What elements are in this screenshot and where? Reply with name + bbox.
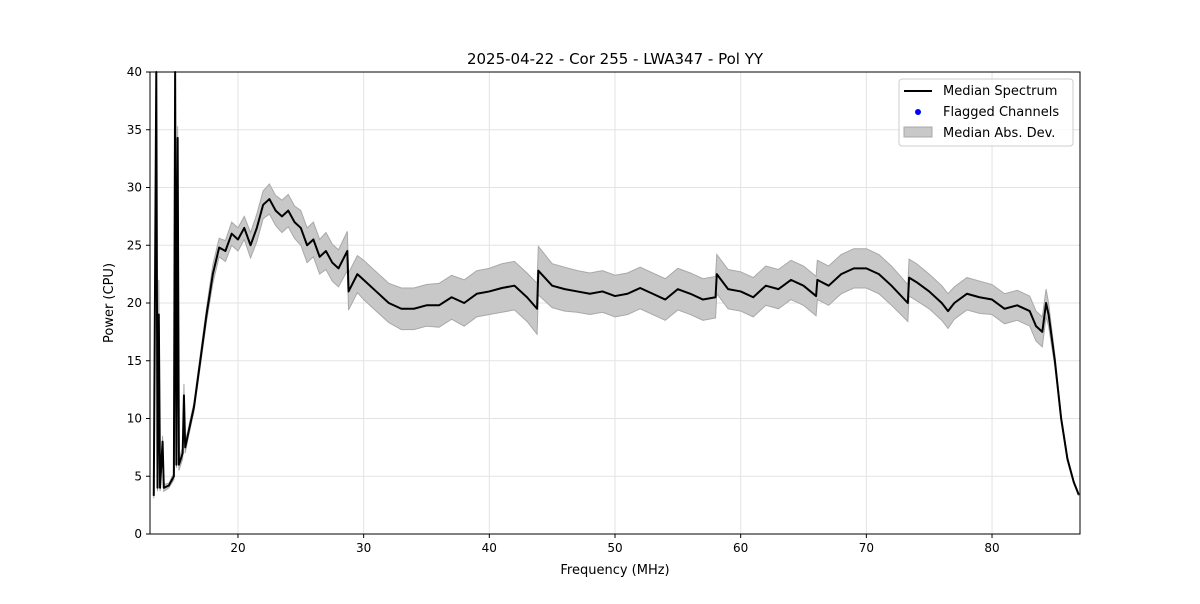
legend-flagged-swatch [915, 109, 921, 115]
median-spectrum-line [152, 71, 1080, 496]
x-axis-label: Frequency (MHz) [560, 563, 669, 578]
legend-median-label: Median Spectrum [943, 84, 1057, 99]
x-tick-label: 60 [733, 541, 748, 555]
y-axis-label: Power (CPU) [102, 263, 117, 343]
y-tick-label: 30 [127, 181, 142, 195]
y-tick-label: 5 [134, 469, 142, 483]
legend-mad-swatch [903, 126, 933, 138]
ticks: 20 30 40 50 60 70 80 0 5 10 15 20 25 30 35 40 [127, 65, 1000, 555]
y-tick-label: 15 [127, 354, 142, 368]
y-tick-label: 20 [127, 296, 142, 310]
legend-flagged-label: Flagged Channels [943, 105, 1059, 120]
legend: Median Spectrum Flagged Channels Median … [898, 78, 1074, 147]
x-tick-label: 80 [984, 541, 999, 555]
legend-box [898, 78, 1074, 147]
x-tick-label: 30 [356, 541, 371, 555]
chart-title: 2025-04-22 - Cor 255 - LWA347 - Pol YY [467, 50, 764, 68]
grid [150, 71, 1080, 535]
y-tick-label: 25 [127, 238, 142, 252]
mad-band [153, 71, 1080, 499]
x-tick-label: 70 [859, 541, 874, 555]
y-tick-label: 40 [127, 65, 142, 79]
legend-mad-label: Median Abs. Dev. [943, 126, 1055, 141]
x-tick-label: 50 [607, 541, 622, 555]
x-tick-label: 20 [230, 541, 245, 555]
y-tick-label: 10 [127, 412, 142, 426]
y-tick-label: 35 [127, 123, 142, 137]
y-tick-label: 0 [134, 527, 142, 541]
x-tick-label: 40 [482, 541, 497, 555]
